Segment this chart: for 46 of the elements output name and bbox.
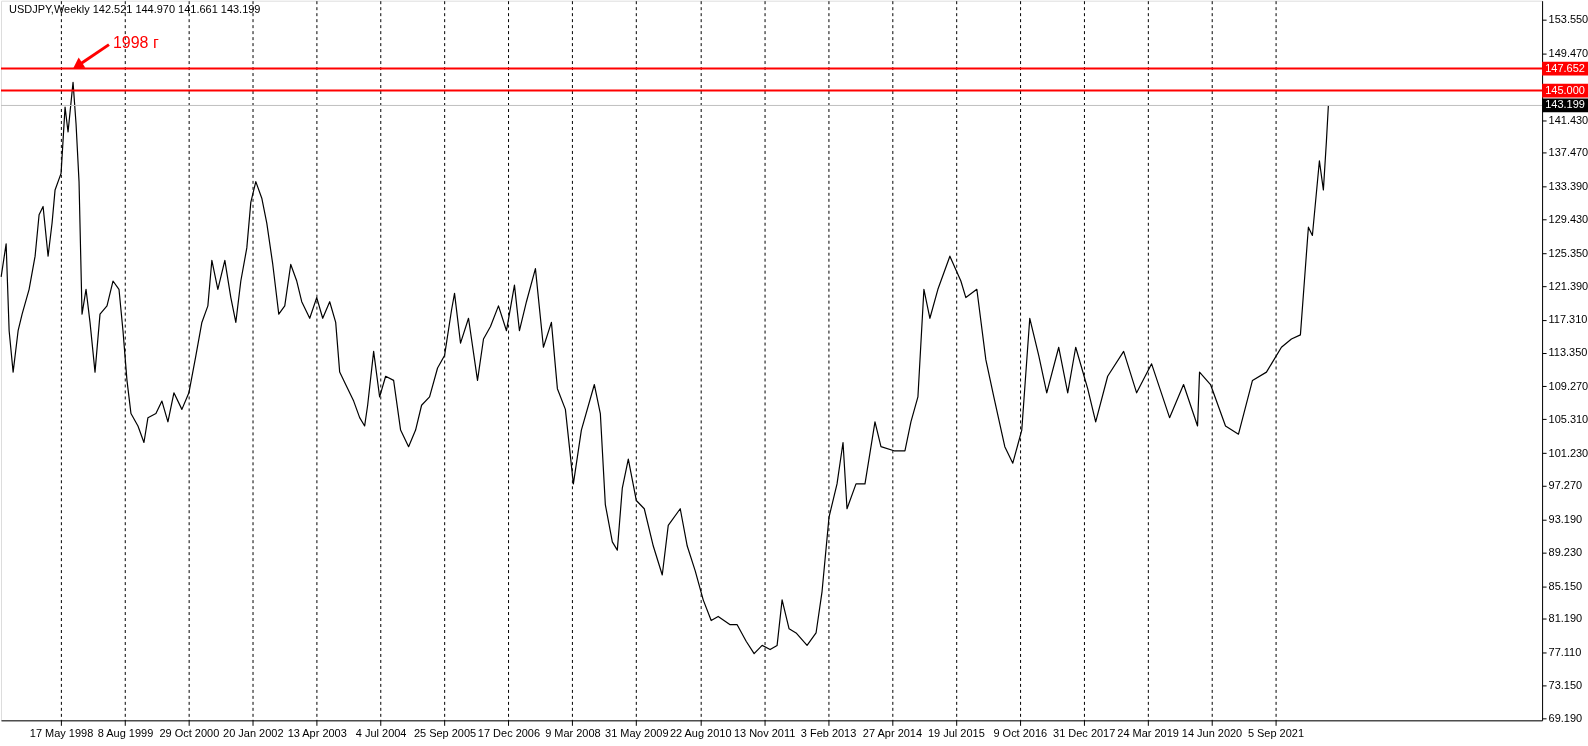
annotation: 1998 г xyxy=(112,33,159,51)
y-tick-label: 149.470 xyxy=(1548,47,1588,60)
x-tick-label: 4 Jul 2004 xyxy=(355,726,407,739)
y-tick-label: 93.190 xyxy=(1548,513,1583,526)
y-tick-label: 141.430 xyxy=(1548,113,1588,126)
y-tick-label: 125.350 xyxy=(1548,246,1588,259)
x-tick-label: 31 Dec 2017 xyxy=(1053,726,1116,739)
x-tick-label: 5 Sep 2021 xyxy=(1247,726,1304,739)
y-tick-label: 117.310 xyxy=(1548,313,1588,326)
chart-title: USDJPY,Weekly 142.521 144.970 141.661 143.199 xyxy=(8,2,261,15)
x-tick-label: 25 Sep 2005 xyxy=(413,726,477,739)
x-tick-label: 29 Oct 2000 xyxy=(159,726,220,739)
y-tick-label: 97.270 xyxy=(1548,479,1583,492)
x-tick-label: 8 Aug 1999 xyxy=(97,726,154,739)
y-tick-label: 101.230 xyxy=(1548,446,1588,459)
y-tick-label: 133.390 xyxy=(1548,180,1588,193)
x-tick-label: 13 Nov 2011 xyxy=(733,726,796,739)
x-tick-label: 27 Apr 2014 xyxy=(862,726,923,739)
ref-line-label: 143.199 xyxy=(1545,98,1585,111)
y-tick-label: 109.270 xyxy=(1548,379,1588,392)
x-tick-label: 17 May 1998 xyxy=(29,726,94,739)
y-tick-label: 89.230 xyxy=(1548,545,1583,558)
x-tick-label: 3 Feb 2013 xyxy=(800,726,857,739)
y-tick-label: 77.110 xyxy=(1548,646,1582,659)
y-tick-label: 81.190 xyxy=(1548,612,1583,625)
y-tick-label: 113.350 xyxy=(1548,346,1588,359)
x-tick-label: 19 Jul 2015 xyxy=(928,726,985,739)
x-tick-label: 9 Mar 2008 xyxy=(545,726,601,739)
y-tick-label: 121.390 xyxy=(1548,279,1588,292)
y-tick-label: 73.150 xyxy=(1548,679,1583,692)
y-tick-label: 153.550 xyxy=(1548,13,1588,26)
x-tick-label: 13 Apr 2003 xyxy=(287,726,347,739)
ref-line-label: 147.652 xyxy=(1545,61,1585,74)
y-tick-label: 105.310 xyxy=(1548,412,1588,425)
x-tick-label: 17 Dec 2006 xyxy=(477,726,541,739)
x-tick-label: 9 Oct 2016 xyxy=(993,726,1048,739)
x-tick-label: 24 Mar 2019 xyxy=(1117,726,1179,739)
y-tick-label: 85.150 xyxy=(1548,579,1583,592)
x-tick-label: 20 Jan 2002 xyxy=(223,726,284,739)
x-tick-label: 31 May 2009 xyxy=(605,726,669,739)
y-tick-label: 69.190 xyxy=(1548,711,1583,724)
x-tick-label: 22 Aug 2010 xyxy=(669,726,732,739)
x-tick-label: 14 Jun 2020 xyxy=(1181,726,1243,739)
y-tick-label: 137.470 xyxy=(1548,146,1588,159)
y-tick-label: 129.430 xyxy=(1548,212,1588,225)
ref-line-label: 145.000 xyxy=(1545,83,1585,96)
